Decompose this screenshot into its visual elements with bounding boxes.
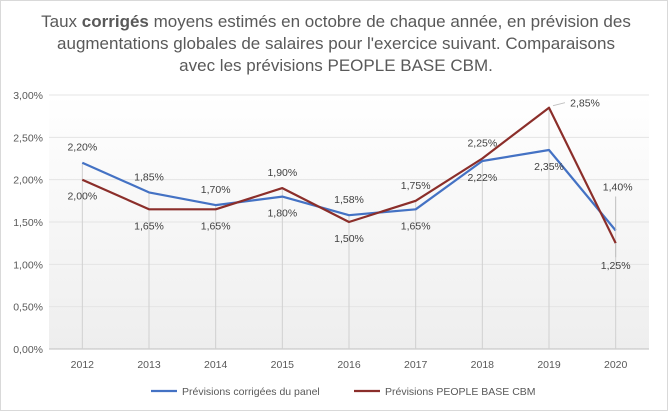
data-label: 1,80% bbox=[267, 208, 297, 220]
data-label: 2,35% bbox=[534, 161, 564, 173]
y-tick-label: 2,00% bbox=[13, 175, 43, 187]
x-tick-label: 2018 bbox=[471, 359, 495, 371]
y-tick-label: 1,00% bbox=[13, 259, 43, 271]
x-tick-label: 2019 bbox=[537, 359, 561, 371]
x-axis-ticks: 2012 2013 2014 2015 2016 2017 2018 2019 2020 bbox=[71, 359, 628, 371]
series-line-panel bbox=[81, 148, 617, 232]
x-tick-label: 2016 bbox=[337, 359, 361, 371]
x-tick-label: 2015 bbox=[271, 359, 295, 371]
data-label: 1,70% bbox=[201, 184, 231, 196]
series-lines bbox=[81, 106, 617, 244]
y-tick-label: 3,00% bbox=[13, 90, 43, 102]
data-label: 1,65% bbox=[401, 220, 431, 232]
x-tick-label: 2013 bbox=[137, 359, 161, 371]
title-text-start: Taux bbox=[41, 12, 82, 31]
data-label: 1,90% bbox=[267, 167, 297, 179]
legend-label: Prévisions PEOPLE BASE CBM bbox=[385, 386, 536, 398]
data-label: 1,58% bbox=[334, 194, 364, 206]
data-label: 2,25% bbox=[467, 138, 497, 150]
data-label: 1,85% bbox=[134, 171, 164, 183]
data-label: 2,22% bbox=[467, 172, 497, 184]
y-tick-label: 0,00% bbox=[13, 344, 43, 356]
data-label: 2,00% bbox=[67, 191, 97, 203]
data-label: 1,65% bbox=[201, 220, 231, 232]
title-bold-word: corrigés bbox=[81, 12, 149, 31]
data-label: 1,25% bbox=[601, 260, 631, 272]
label-leader-lines bbox=[552, 102, 617, 258]
data-labels: 2,20% 2,00% 1,85% 1,65% 1,70% 1,65% 1,80% 1,90%… bbox=[67, 98, 632, 272]
data-label: 2,85% bbox=[570, 98, 600, 110]
x-tick-label: 2012 bbox=[71, 359, 95, 371]
x-tick-label: 2020 bbox=[604, 359, 628, 371]
data-label: 2,20% bbox=[67, 142, 97, 154]
y-axis-ticks: 0,00% 0,50% 1,00% 1,50% 2,00% 2,50% 3,00% bbox=[13, 90, 43, 356]
x-tick-label: 2017 bbox=[404, 359, 428, 371]
leader-line bbox=[552, 102, 566, 107]
legend-label: Prévisions corrigées du panel bbox=[182, 386, 320, 398]
chart-title: Taux corrigés moyens estimés en octobre … bbox=[41, 11, 631, 77]
x-tick-label: 2014 bbox=[204, 359, 228, 371]
data-label: 1,75% bbox=[401, 180, 431, 192]
series-line-people-base bbox=[81, 106, 617, 244]
y-tick-label: 2,50% bbox=[13, 132, 43, 144]
data-label: 1,65% bbox=[134, 220, 164, 232]
legend: Prévisions corrigées du panel Prévisions … bbox=[151, 386, 536, 398]
title-text-end: moyens estimés en octobre de chaque anné… bbox=[57, 12, 631, 75]
data-label: 1,50% bbox=[334, 233, 364, 245]
y-tick-label: 1,50% bbox=[13, 217, 43, 229]
y-tick-label: 0,50% bbox=[13, 302, 43, 314]
data-label: 1,40% bbox=[603, 181, 633, 193]
